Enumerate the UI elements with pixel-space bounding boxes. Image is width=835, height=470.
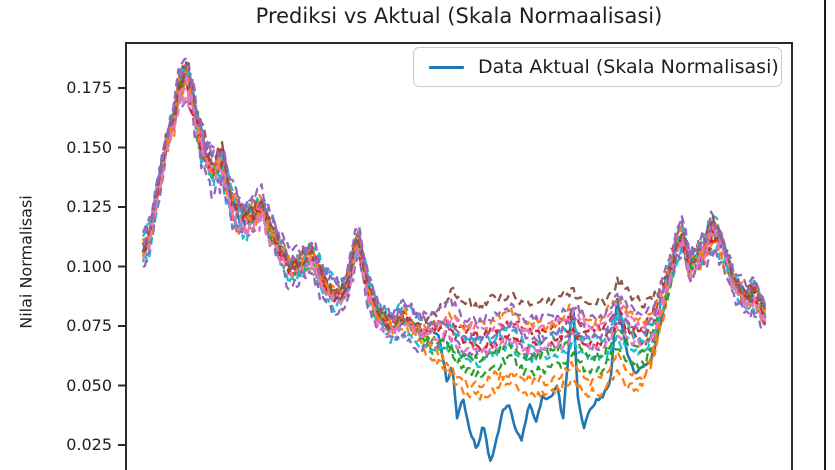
y-tick-label: 0.050 — [66, 375, 112, 395]
prediction-line — [142, 64, 767, 327]
prediction-line — [141, 57, 766, 343]
legend-entry-label: Data Aktual (Skala Normalisasi) — [478, 56, 779, 78]
y-tick-marks — [118, 87, 126, 446]
prediction-line — [142, 88, 767, 357]
prediction-line — [141, 68, 767, 349]
plot-lines — [141, 57, 767, 462]
y-tick-label: 0.075 — [66, 316, 112, 335]
y-tick-label: 0.150 — [66, 137, 112, 157]
prediction-line — [141, 69, 767, 333]
prediction-line — [142, 65, 767, 364]
y-tick-label: 0.100 — [66, 256, 112, 276]
y-tick-label: 0.025 — [66, 435, 112, 454]
plot-border — [125, 42, 793, 470]
chart-legend: Data Aktual (Skala Normalisasi) — [413, 47, 782, 87]
window-edge-line — [824, 0, 827, 470]
chart-title: Prediksi vs Aktual (Skala Normaalisasi) — [255, 4, 663, 28]
legend-line-sample — [429, 65, 464, 69]
y-tick-label: 0.125 — [66, 197, 112, 216]
prediction-line — [141, 73, 767, 338]
y-tick-label: 0.175 — [66, 78, 112, 97]
